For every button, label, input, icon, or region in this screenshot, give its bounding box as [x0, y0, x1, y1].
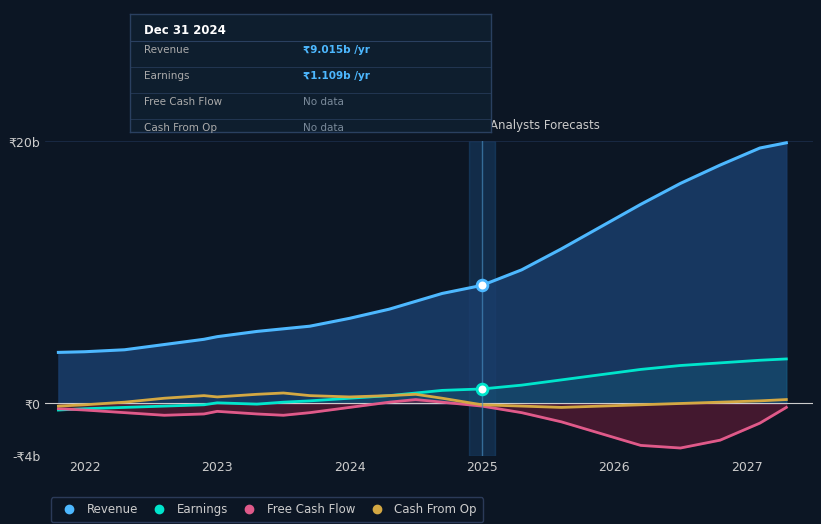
Point	[475, 385, 488, 393]
Text: ₹1.109b /yr: ₹1.109b /yr	[303, 71, 370, 81]
Legend: Revenue, Earnings, Free Cash Flow, Cash From Op: Revenue, Earnings, Free Cash Flow, Cash …	[51, 497, 483, 522]
Text: No data: No data	[303, 123, 344, 133]
Point	[475, 281, 488, 290]
Text: Cash From Op: Cash From Op	[144, 123, 218, 133]
Bar	[469, 141, 495, 456]
Text: Analysts Forecasts: Analysts Forecasts	[489, 119, 599, 132]
Text: Free Cash Flow: Free Cash Flow	[144, 96, 222, 107]
Text: ₹9.015b /yr: ₹9.015b /yr	[303, 45, 370, 55]
Text: No data: No data	[303, 96, 344, 107]
Text: Dec 31 2024: Dec 31 2024	[144, 24, 226, 37]
Text: Revenue: Revenue	[144, 45, 190, 55]
Text: Earnings: Earnings	[144, 71, 190, 81]
Text: Past: Past	[450, 119, 475, 132]
